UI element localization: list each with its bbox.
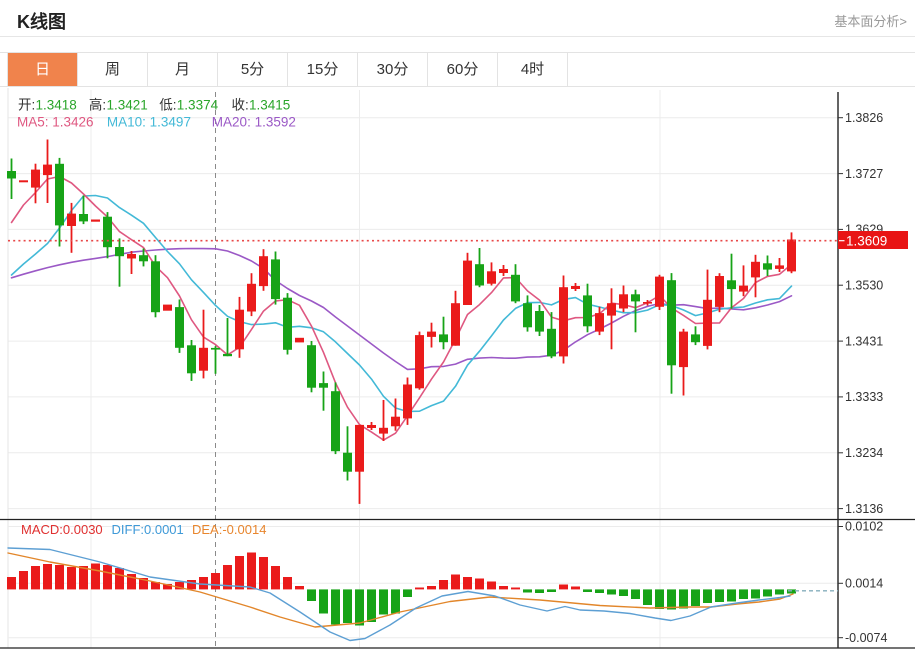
svg-text:1.3826: 1.3826 xyxy=(845,111,883,125)
svg-text:-0.0074: -0.0074 xyxy=(845,631,887,645)
svg-text:开:: 开: xyxy=(18,98,35,113)
svg-text:MA20: 1.3592: MA20: 1.3592 xyxy=(212,115,296,130)
svg-text:1.3530: 1.3530 xyxy=(845,278,883,292)
svg-text:低:: 低: xyxy=(159,98,176,113)
svg-text:1.3374: 1.3374 xyxy=(177,98,219,113)
svg-text:DEA:-0.0014: DEA:-0.0014 xyxy=(192,522,266,537)
svg-text:0.0014: 0.0014 xyxy=(845,577,883,591)
svg-text:1.3421: 1.3421 xyxy=(107,98,148,113)
svg-text:1.3234: 1.3234 xyxy=(845,446,883,460)
svg-text:DIFF:0.0001: DIFF:0.0001 xyxy=(112,522,184,537)
svg-text:MA5: 1.3426: MA5: 1.3426 xyxy=(17,115,94,130)
svg-text:1.3136: 1.3136 xyxy=(845,502,883,516)
svg-text:MACD:0.0030: MACD:0.0030 xyxy=(21,522,103,537)
svg-text:1.3431: 1.3431 xyxy=(845,334,883,348)
svg-text:高:: 高: xyxy=(89,97,106,113)
svg-text:1.3727: 1.3727 xyxy=(845,167,883,181)
svg-text:MA10: 1.3497: MA10: 1.3497 xyxy=(107,115,191,130)
svg-text:1.3418: 1.3418 xyxy=(36,98,77,113)
svg-text:0.0102: 0.0102 xyxy=(845,520,883,534)
svg-text:1.3609: 1.3609 xyxy=(846,234,887,249)
svg-text:1.3333: 1.3333 xyxy=(845,390,883,404)
svg-text:收:: 收: xyxy=(232,98,249,113)
svg-text:1.3415: 1.3415 xyxy=(249,98,290,113)
